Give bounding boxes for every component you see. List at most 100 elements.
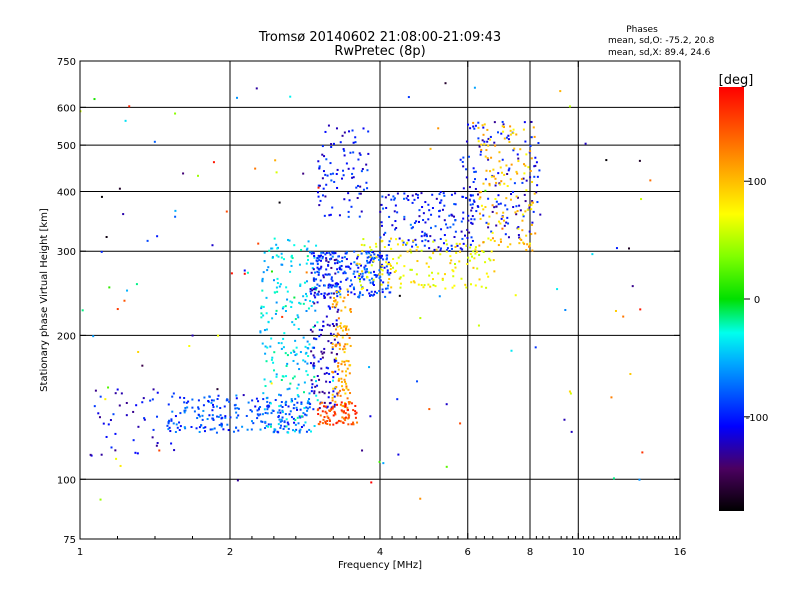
data-point bbox=[316, 270, 319, 273]
data-point bbox=[380, 203, 383, 206]
data-point bbox=[386, 257, 389, 260]
data-point bbox=[321, 177, 324, 180]
data-point bbox=[341, 177, 344, 180]
data-point bbox=[518, 242, 521, 245]
data-point bbox=[300, 425, 303, 428]
data-point bbox=[298, 429, 301, 432]
data-point bbox=[500, 171, 503, 174]
data-point bbox=[473, 127, 476, 130]
data-point bbox=[473, 218, 476, 221]
data-point bbox=[298, 415, 301, 418]
data-point bbox=[370, 294, 373, 297]
data-point bbox=[224, 416, 227, 419]
data-point bbox=[391, 266, 394, 269]
data-point bbox=[330, 407, 333, 410]
data-point bbox=[339, 141, 342, 144]
data-point bbox=[267, 423, 270, 426]
data-point bbox=[257, 242, 260, 245]
data-point bbox=[198, 430, 201, 433]
data-point bbox=[115, 457, 118, 460]
data-point bbox=[308, 428, 311, 431]
data-point bbox=[368, 255, 371, 258]
data-point bbox=[202, 404, 205, 407]
data-point bbox=[287, 427, 290, 430]
y-tick-label: 500 bbox=[57, 141, 76, 152]
data-point bbox=[524, 164, 527, 167]
data-point bbox=[366, 261, 369, 264]
data-point bbox=[273, 369, 276, 372]
data-point bbox=[513, 182, 516, 185]
data-point bbox=[270, 358, 273, 361]
data-point bbox=[454, 203, 457, 206]
data-point bbox=[388, 240, 391, 243]
data-point bbox=[304, 360, 307, 363]
data-point bbox=[336, 394, 339, 397]
data-point bbox=[308, 401, 311, 404]
data-point bbox=[325, 259, 328, 262]
data-point bbox=[491, 204, 494, 207]
data-point bbox=[279, 283, 282, 286]
data-point bbox=[478, 253, 481, 256]
data-point bbox=[329, 162, 332, 165]
data-point bbox=[516, 153, 519, 156]
data-point bbox=[368, 292, 371, 295]
data-point bbox=[299, 351, 302, 354]
data-point bbox=[219, 406, 222, 409]
data-point bbox=[430, 226, 433, 229]
data-point bbox=[474, 124, 477, 127]
data-point bbox=[305, 271, 308, 274]
data-point bbox=[380, 283, 383, 286]
data-point bbox=[445, 223, 448, 226]
data-point bbox=[245, 414, 248, 417]
data-point bbox=[364, 271, 367, 274]
data-point bbox=[288, 413, 291, 416]
data-point bbox=[230, 272, 233, 275]
data-point bbox=[385, 261, 388, 264]
data-point bbox=[126, 289, 129, 292]
data-point bbox=[202, 426, 205, 429]
data-point bbox=[104, 398, 107, 401]
data-point bbox=[467, 219, 470, 222]
data-point bbox=[293, 244, 296, 247]
data-point bbox=[528, 151, 531, 154]
colorbar-tick-label: -100 bbox=[746, 413, 769, 424]
data-point bbox=[203, 396, 206, 399]
data-point bbox=[500, 217, 503, 220]
data-point bbox=[265, 397, 268, 400]
data-point bbox=[197, 406, 200, 409]
data-point bbox=[323, 284, 326, 287]
data-point bbox=[331, 342, 334, 345]
data-point bbox=[336, 332, 339, 335]
data-point bbox=[305, 406, 308, 409]
data-point bbox=[278, 393, 281, 396]
data-point bbox=[455, 242, 458, 245]
data-point bbox=[183, 409, 186, 412]
x-tick-label: 4 bbox=[377, 547, 383, 558]
data-point bbox=[439, 191, 442, 194]
data-point bbox=[273, 237, 276, 240]
data-point bbox=[423, 232, 426, 235]
data-point bbox=[322, 187, 325, 190]
data-point bbox=[255, 87, 258, 90]
data-point bbox=[437, 272, 440, 275]
data-point bbox=[212, 406, 215, 409]
data-point bbox=[235, 397, 238, 400]
data-point bbox=[171, 410, 174, 413]
data-point bbox=[515, 213, 518, 216]
data-point bbox=[347, 417, 350, 420]
data-point bbox=[353, 293, 356, 296]
data-point bbox=[487, 144, 490, 147]
data-point bbox=[406, 195, 409, 198]
data-point bbox=[373, 293, 376, 296]
data-point bbox=[325, 257, 328, 260]
data-point bbox=[517, 157, 520, 160]
data-point bbox=[275, 254, 278, 257]
data-point bbox=[298, 431, 301, 434]
data-point bbox=[264, 411, 267, 414]
data-point bbox=[569, 392, 572, 395]
data-point bbox=[333, 338, 336, 341]
data-point bbox=[237, 407, 240, 410]
data-point bbox=[446, 226, 449, 229]
data-point bbox=[486, 128, 489, 131]
data-point bbox=[178, 421, 181, 424]
